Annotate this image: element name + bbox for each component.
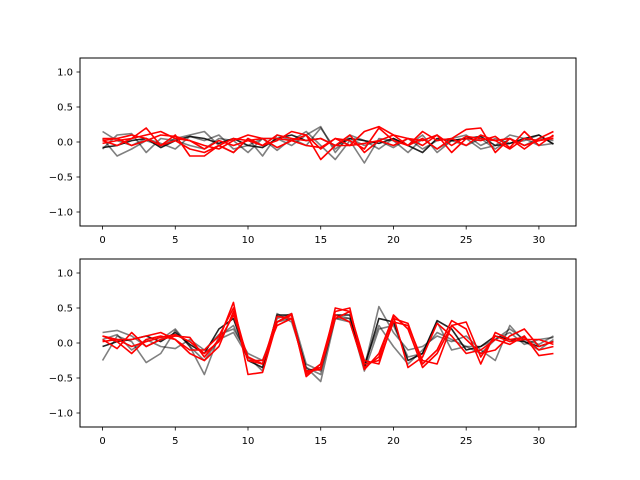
bottom-x-tick-label: 25	[460, 436, 473, 447]
top-y-tick-label: 0.0	[57, 138, 73, 149]
top-subplot-series	[101, 125, 554, 164]
bottom-subplot-series	[101, 301, 554, 383]
bottom-x-tick-label: 10	[242, 436, 255, 447]
top-x-tick-label: 20	[387, 235, 400, 246]
top-series-line-6	[102, 125, 554, 154]
bottom-series-line-8	[102, 310, 554, 374]
bottom-subplot-x-axis: 0 5 10 15 20 25 30	[99, 427, 545, 447]
bottom-y-tick-label: −0.5	[49, 374, 73, 385]
top-subplot: 0 5 10 15 20 25 30 −1.0 −0.5 0.0 0.5 1.0	[49, 57, 577, 246]
top-subplot-y-axis: −1.0 −0.5 0.0 0.5 1.0	[49, 68, 80, 219]
top-y-tick-label: 1.0	[57, 68, 73, 79]
top-series-line-8	[102, 134, 554, 150]
bottom-y-tick-label: 1.0	[57, 269, 73, 280]
bottom-x-tick-label: 15	[314, 436, 327, 447]
top-x-tick-label: 5	[172, 235, 178, 246]
top-y-tick-label: −1.0	[49, 208, 73, 219]
top-x-tick-label: 0	[99, 235, 105, 246]
top-y-tick-label: 0.5	[57, 103, 73, 114]
bottom-x-tick-label: 5	[172, 436, 178, 447]
top-y-tick-label: −0.5	[49, 173, 73, 184]
bottom-x-tick-label: 30	[533, 436, 546, 447]
top-x-tick-label: 15	[314, 235, 327, 246]
bottom-y-tick-label: −1.0	[49, 409, 73, 420]
bottom-x-tick-label: 0	[99, 436, 105, 447]
top-x-tick-label: 30	[533, 235, 546, 246]
top-x-tick-label: 10	[242, 235, 255, 246]
top-x-tick-label: 25	[460, 235, 473, 246]
bottom-x-tick-label: 20	[387, 436, 400, 447]
bottom-y-tick-label: 0.0	[57, 339, 73, 350]
top-subplot-x-axis: 0 5 10 15 20 25 30	[99, 226, 545, 246]
top-series-line-7	[102, 130, 554, 161]
bottom-subplot: 0 5 10 15 20 25 30 −1.0 −0.5 0.0 0.5 1.0	[49, 258, 577, 447]
bottom-subplot-y-axis: −1.0 −0.5 0.0 0.5 1.0	[49, 269, 80, 420]
bottom-y-tick-label: 0.5	[57, 304, 73, 315]
